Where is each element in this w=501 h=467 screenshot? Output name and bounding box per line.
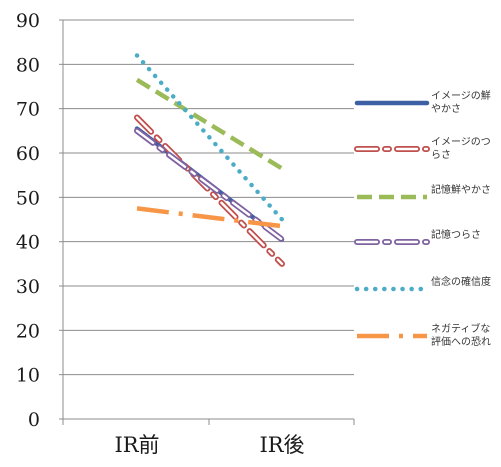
y-tick-label: 10 — [16, 365, 40, 387]
legend-label: イメージの鮮やかさ — [431, 89, 491, 115]
y-tick-label: 90 — [16, 10, 40, 32]
axes — [62, 20, 354, 420]
y-tick-labels: 0 10 20 30 40 50 60 70 80 90 — [16, 10, 40, 431]
legend-label: イメージのつらさ — [431, 137, 491, 161]
y-tick-label: 70 — [16, 99, 40, 121]
x-tick-labels: IR前 IR後 — [114, 433, 304, 457]
legend: イメージの鮮やかさイメージのつらさ記憶鮮やかさ記憶つらさ信念の確信度ネガティブな… — [354, 89, 491, 348]
legend-label: ネガティブな評価への恐れ — [431, 322, 491, 348]
y-tick-label: 50 — [16, 187, 40, 209]
series-lines — [134, 53, 285, 267]
series-line — [136, 206, 283, 229]
y-tick-label: 80 — [16, 54, 40, 76]
x-tick-label: IR前 — [114, 433, 159, 457]
y-tick-label: 60 — [16, 143, 40, 165]
series-line — [134, 114, 285, 267]
y-tick-label: 40 — [16, 232, 40, 254]
y-tick-label: 20 — [16, 320, 40, 342]
y-tick-label: 30 — [16, 276, 40, 298]
gridlines — [59, 19, 355, 425]
series-line — [134, 53, 285, 222]
y-tick-label: 0 — [28, 409, 40, 431]
legend-label: 記憶つらさ — [431, 228, 481, 241]
series-line — [135, 77, 284, 171]
legend-label: 記憶鮮やかさ — [431, 183, 491, 196]
legend-label: 信念の確信度 — [431, 275, 491, 288]
x-tick-label: IR後 — [259, 433, 304, 457]
